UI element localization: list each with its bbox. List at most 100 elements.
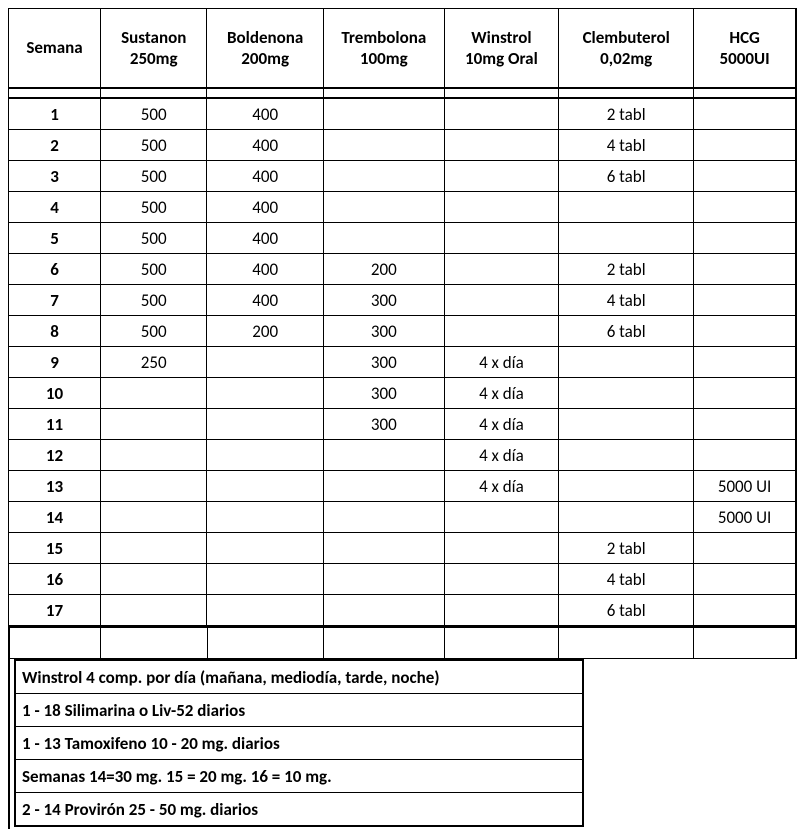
cell-trembolona: [323, 595, 444, 626]
cell-winstrol: [444, 502, 559, 533]
note-text: Winstrol 4 comp. por día (mañana, mediod…: [15, 660, 583, 694]
note-row: 1 - 13 Tamoxifeno 10 - 20 mg. diarios: [15, 727, 583, 760]
header-sublabel: 10mg Oral: [465, 48, 538, 69]
table-row: 15004002 tabl: [9, 98, 797, 130]
cell-boldenona: 400: [207, 223, 324, 254]
cell-winstrol: 4 x día: [444, 378, 559, 409]
cell-boldenona: [207, 378, 324, 409]
cell-hcg: 5000 UI: [694, 471, 796, 502]
table-row: 85002003006 tabl: [9, 316, 797, 347]
cell-hcg: [694, 440, 796, 471]
table-row: 113004 x día: [9, 409, 797, 440]
cell-sustanon: 500: [101, 192, 207, 223]
cell-hcg: 5000 UI: [694, 502, 796, 533]
cell-boldenona: [207, 595, 324, 626]
cell-boldenona: [207, 440, 324, 471]
cell-clembuterol: 6 tabl: [559, 595, 694, 626]
cell-clembuterol: [559, 409, 694, 440]
cell-hcg: [694, 316, 796, 347]
cycle-table: Semana Sustanon 250mg Boldenona 200mg Tr…: [8, 8, 797, 626]
cell-clembuterol: 6 tabl: [559, 316, 694, 347]
cell-winstrol: [444, 254, 559, 285]
note-row: 1 - 18 Silimarina o Liv-52 diarios: [15, 694, 583, 727]
table-row: 103004 x día: [9, 378, 797, 409]
cell-hcg: [694, 223, 796, 254]
cell-sustanon: [101, 564, 207, 595]
table-row: 92503004 x día: [9, 347, 797, 378]
cell-hcg: [694, 98, 796, 130]
cell-trembolona: [323, 98, 444, 130]
table-row: 164 tabl: [9, 564, 797, 595]
cell-semana: 1: [9, 98, 101, 130]
header-label: Semana: [26, 37, 82, 58]
table-row: 5500400: [9, 223, 797, 254]
cell-winstrol: [444, 192, 559, 223]
table-row: 2500400 4 tabl: [9, 130, 797, 161]
header-label: Boldenona: [227, 27, 303, 48]
cell-clembuterol: 4 tabl: [559, 285, 694, 316]
cell-clembuterol: 6 tabl: [559, 161, 694, 192]
cell-trembolona: 300: [323, 285, 444, 316]
cell-sustanon: 500: [101, 223, 207, 254]
cell-boldenona: 400: [207, 98, 324, 130]
cell-trembolona: [323, 533, 444, 564]
cell-boldenona: [207, 564, 324, 595]
table-row: 124 x día: [9, 440, 797, 471]
cell-semana: 15: [9, 533, 101, 564]
col-header-clembuterol: Clembuterol 0,02mg: [559, 9, 694, 89]
cell-semana: 17: [9, 595, 101, 626]
header-label: Sustanon: [121, 27, 186, 48]
cell-clembuterol: [559, 440, 694, 471]
cell-hcg: [694, 347, 796, 378]
header-sublabel: 5000UI: [720, 48, 770, 69]
col-header-sustanon: Sustanon 250mg: [101, 9, 207, 89]
cell-clembuterol: 2 tabl: [559, 254, 694, 285]
cell-semana: 9: [9, 347, 101, 378]
cell-trembolona: 300: [323, 316, 444, 347]
cell-clembuterol: [559, 347, 694, 378]
table-body: 15004002 tabl25004004 tabl35004006 tabl4…: [9, 88, 797, 626]
header-row: Semana Sustanon 250mg Boldenona 200mg Tr…: [9, 9, 797, 89]
cell-clembuterol: [559, 502, 694, 533]
cell-winstrol: [444, 316, 559, 347]
cell-hcg: [694, 564, 796, 595]
cell-winstrol: [444, 285, 559, 316]
cell-boldenona: [207, 409, 324, 440]
cell-clembuterol: 4 tabl: [559, 130, 694, 161]
cell-clembuterol: [559, 471, 694, 502]
cell-sustanon: 500: [101, 130, 207, 161]
cell-sustanon: [101, 502, 207, 533]
cell-clembuterol: 4 tabl: [559, 564, 694, 595]
cell-hcg: [694, 378, 796, 409]
cell-sustanon: 500: [101, 161, 207, 192]
cell-boldenona: 400: [207, 130, 324, 161]
cell-semana: 3: [9, 161, 101, 192]
cell-clembuterol: [559, 192, 694, 223]
header-spacer: [9, 88, 797, 98]
cell-winstrol: 4 x día: [444, 471, 559, 502]
gap-row: [9, 627, 796, 659]
cell-winstrol: 4 x día: [444, 440, 559, 471]
note-row: 2 - 14 Provirón 25 - 50 mg. diarios: [15, 793, 583, 827]
cell-winstrol: [444, 564, 559, 595]
cell-trembolona: [323, 440, 444, 471]
cell-hcg: [694, 409, 796, 440]
cell-sustanon: [101, 409, 207, 440]
note-text: 2 - 14 Provirón 25 - 50 mg. diarios: [15, 793, 583, 827]
cell-sustanon: 500: [101, 98, 207, 130]
cell-semana: 2: [9, 130, 101, 161]
header-sublabel: 250mg: [130, 48, 178, 69]
header-label: Trembolona: [341, 27, 426, 48]
cell-clembuterol: [559, 223, 694, 254]
cell-semana: 4: [9, 192, 101, 223]
header-label: HCG: [729, 27, 759, 48]
cell-sustanon: 250: [101, 347, 207, 378]
cell-semana: 6: [9, 254, 101, 285]
cell-boldenona: 200: [207, 316, 324, 347]
cell-semana: 10: [9, 378, 101, 409]
cell-sustanon: [101, 595, 207, 626]
cell-sustanon: 500: [101, 254, 207, 285]
cell-boldenona: [207, 502, 324, 533]
notes-region: Winstrol 4 comp. por día (mañana, mediod…: [8, 659, 797, 829]
cell-trembolona: 200: [323, 254, 444, 285]
